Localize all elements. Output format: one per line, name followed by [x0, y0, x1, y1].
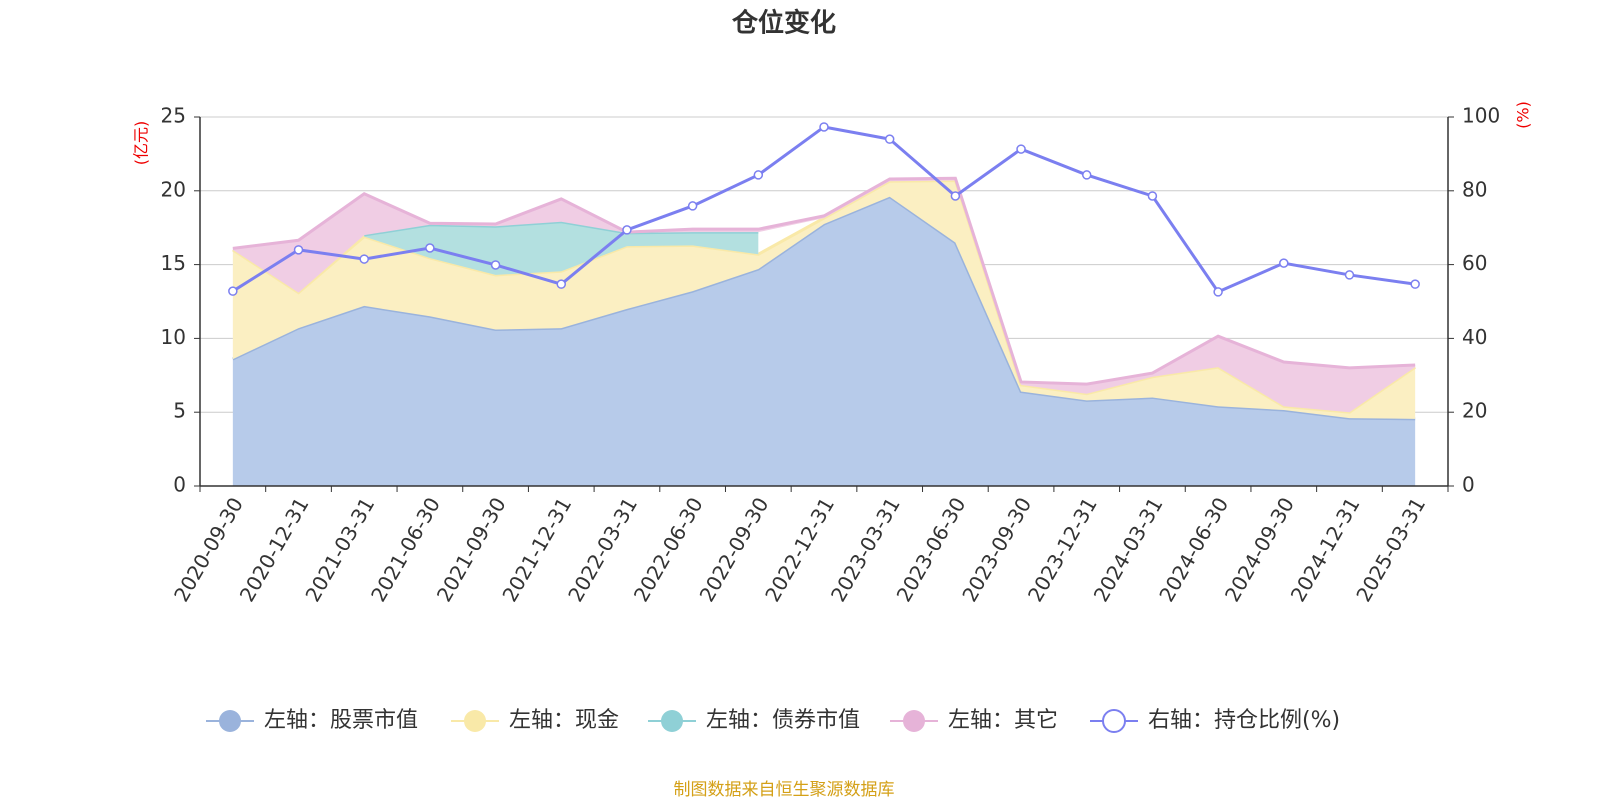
area-fill — [232, 180, 1416, 419]
chart-title: 仓位变化 — [731, 8, 836, 39]
line-point — [228, 286, 238, 296]
x-tick-label: 2021-06-30 — [366, 493, 445, 606]
legend-label: 右轴：持仓比例(%) — [1148, 708, 1340, 733]
line-point — [950, 191, 961, 201]
line-point — [819, 122, 829, 132]
y-tick-label: 10 — [161, 325, 186, 349]
x-tick-label: 2024-09-30 — [1220, 493, 1299, 606]
x-tick-label: 2021-09-30 — [432, 493, 511, 606]
x-tick-label: 2022-03-31 — [563, 493, 642, 606]
line-point — [1081, 170, 1092, 180]
x-tick-label: 2022-09-30 — [695, 493, 774, 606]
y-tick-label: 5 — [173, 399, 186, 423]
y-tick-label: 0 — [173, 473, 186, 497]
x-tick-label: 2023-03-31 — [826, 493, 905, 606]
legend-label: 左轴：现金 — [509, 708, 619, 733]
line-point — [622, 225, 632, 235]
x-tick-label: 2021-12-31 — [497, 493, 576, 606]
area-fill — [232, 196, 1416, 487]
x-tick-label: 2020-09-30 — [169, 493, 248, 606]
line-point — [1344, 270, 1355, 280]
legend-marker — [219, 710, 241, 732]
legend-label: 左轴：其它 — [948, 708, 1058, 733]
line-point — [490, 260, 501, 270]
x-tick-label: 2025-03-31 — [1351, 493, 1430, 606]
line-point — [753, 170, 764, 180]
legend-item: 左轴：债券市值 — [648, 708, 860, 733]
legend-marker — [903, 710, 925, 732]
y2-axis-label: (%) — [1514, 101, 1533, 129]
y2-tick-label: 0 — [1462, 473, 1475, 497]
line-point — [293, 245, 304, 255]
line-point — [1410, 279, 1420, 289]
x-tick-label: 2024-03-31 — [1089, 493, 1168, 606]
legend-label: 左轴：股票市值 — [264, 708, 418, 733]
y2-tick-label: 40 — [1462, 325, 1487, 349]
x-tick-label: 2023-09-30 — [957, 493, 1036, 606]
x-tick-label: 2022-12-31 — [760, 493, 839, 606]
line-point — [687, 201, 698, 211]
source-note: 制图数据来自恒生聚源数据库 — [674, 780, 895, 800]
line-point — [884, 134, 895, 144]
legend-item: 右轴：持仓比例(%) — [1090, 708, 1340, 733]
legend-marker — [661, 710, 683, 732]
line-point — [1016, 144, 1026, 154]
line-point — [1213, 287, 1223, 297]
x-tick-label: 2022-06-30 — [629, 493, 708, 606]
y-tick-label: 20 — [161, 177, 186, 201]
y2-tick-label: 20 — [1462, 399, 1487, 423]
y-axis-label: (亿元) — [132, 121, 151, 166]
legend-label: 左轴：债券市值 — [706, 708, 860, 733]
line-point — [1279, 258, 1289, 268]
area-line — [232, 176, 1416, 386]
area-fill — [364, 221, 759, 275]
line-point — [1147, 191, 1158, 201]
area-fill — [232, 178, 1416, 413]
legend-item: 左轴：股票市值 — [206, 708, 418, 733]
legend-marker — [1102, 709, 1126, 733]
y-tick-label: 25 — [161, 104, 186, 128]
line-point — [556, 279, 567, 289]
legend-item: 左轴：现金 — [451, 708, 619, 733]
x-tick-label: 2024-06-30 — [1154, 493, 1233, 606]
line-point — [359, 254, 369, 264]
x-tick-label: 2021-03-31 — [300, 493, 379, 606]
y2-tick-label: 80 — [1462, 177, 1487, 201]
x-tick-label: 2023-12-31 — [1023, 493, 1102, 606]
legend-item: 左轴：其它 — [890, 708, 1058, 733]
x-tick-label: 2020-12-31 — [235, 493, 314, 606]
x-tick-label: 2023-06-30 — [892, 493, 971, 606]
y2-tick-label: 100 — [1462, 104, 1500, 128]
y-tick-label: 15 — [161, 251, 186, 275]
y2-tick-label: 60 — [1462, 251, 1487, 275]
legend-marker — [464, 710, 486, 732]
line-point — [425, 243, 435, 253]
x-tick-label: 2024-12-31 — [1286, 493, 1365, 606]
